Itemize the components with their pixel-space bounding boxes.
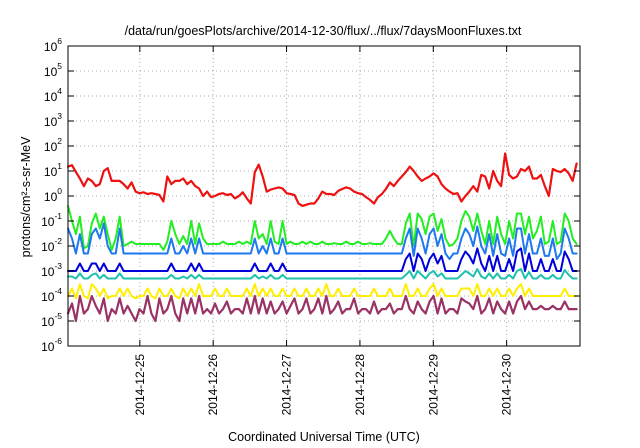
series-line-1: [66, 152, 578, 207]
y-tick-label: 106: [44, 36, 62, 54]
y-tick-exponent: 1: [57, 161, 62, 171]
x-tick-label: 2014-12-27: [280, 354, 294, 416]
series-line-2: [67, 204, 578, 251]
y-tick-base: 10: [44, 165, 58, 179]
x-axis-label: Coordinated Universal Time (UTC): [228, 430, 420, 444]
x-tick-label: 2014-12-26: [206, 354, 220, 416]
series-line-7: [66, 294, 578, 323]
y-tick-base: 10: [44, 140, 58, 154]
y-tick-exponent: 3: [57, 111, 62, 121]
y-tick-exponent: 6: [57, 36, 62, 46]
y-axis-ticks: 10610510410310210110010-110-210-310-410-…: [41, 36, 580, 354]
grid: [68, 46, 580, 346]
x-axis-ticks: 2014-12-25 2014-12-26 2014-12-27 2014-12-28…: [133, 46, 514, 415]
y-tick-label: 10-3: [41, 261, 62, 279]
y-tick-exponent: 0: [57, 186, 62, 196]
series-group: [66, 152, 578, 323]
y-tick-base: 10: [41, 265, 55, 279]
y-tick-label: 101: [44, 161, 62, 179]
y-tick-base: 10: [44, 190, 58, 204]
y-tick-exponent: -4: [54, 286, 62, 296]
y-tick-exponent: -6: [54, 336, 62, 346]
x-tick-label: 2014-12-28: [353, 354, 367, 416]
y-tick-label: 10-2: [41, 236, 62, 254]
series-line-6: [67, 283, 578, 300]
y-tick-exponent: -3: [54, 261, 62, 271]
y-tick-label: 10-5: [41, 311, 62, 329]
y-tick-base: 10: [41, 215, 55, 229]
y-tick-base: 10: [41, 340, 55, 354]
y-tick-label: 103: [44, 111, 62, 129]
y-tick-label: 10-6: [41, 336, 62, 354]
chart-title: /data/run/goesPlots/archive/2014-12-30/f…: [125, 24, 522, 38]
y-tick-base: 10: [44, 115, 58, 129]
x-tick-label: 2014-12-25: [133, 354, 147, 416]
x-tick-label: 2014-12-29: [426, 354, 440, 416]
y-tick-label: 104: [44, 86, 62, 104]
y-tick-exponent: 4: [57, 86, 62, 96]
y-tick-exponent: 5: [57, 61, 62, 71]
y-tick-base: 10: [41, 315, 55, 329]
y-tick-base: 10: [41, 240, 55, 254]
y-tick-exponent: 2: [57, 136, 62, 146]
y-tick-label: 10-1: [41, 211, 62, 229]
y-tick-label: 100: [44, 186, 62, 204]
x-tick-label: 2014-12-30: [500, 354, 514, 416]
y-axis-label: protons/cm²-s-sr-MeV: [19, 136, 33, 258]
y-tick-exponent: -1: [54, 211, 62, 221]
series-line-3: [67, 222, 578, 261]
series-line-5: [67, 268, 578, 280]
y-tick-exponent: -2: [54, 236, 62, 246]
y-tick-base: 10: [44, 40, 58, 54]
y-tick-label: 102: [44, 136, 62, 154]
series-line-4: [67, 247, 578, 272]
y-tick-exponent: -5: [54, 311, 62, 321]
y-tick-label: 10-4: [41, 286, 62, 304]
y-tick-base: 10: [41, 290, 55, 304]
y-tick-base: 10: [44, 65, 58, 79]
y-tick-label: 105: [44, 61, 62, 79]
y-tick-base: 10: [44, 90, 58, 104]
